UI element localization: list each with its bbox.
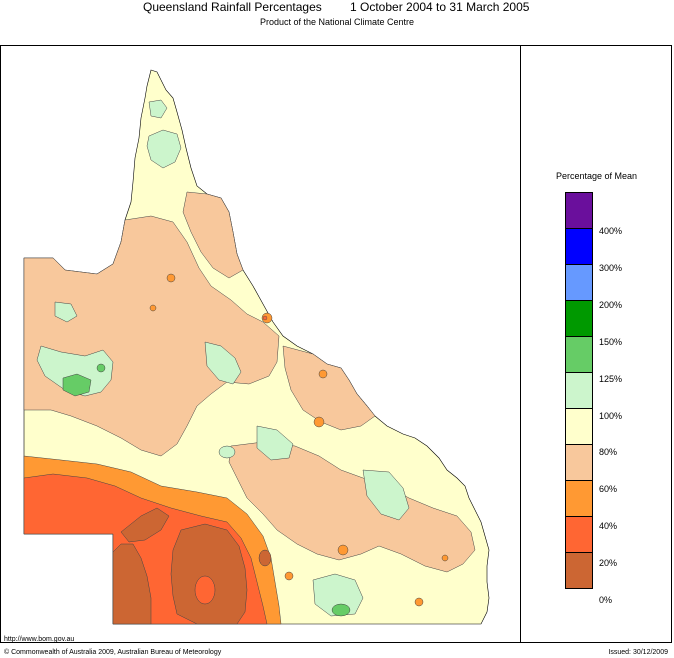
- legend-label: 200%: [599, 299, 623, 310]
- band-100-125-capeyork: [146, 129, 182, 169]
- legend-swatch: [565, 265, 593, 301]
- band-40-60-spot: [414, 597, 424, 607]
- map-title-row: Queensland Rainfall Percentages 1 Octobe…: [0, 0, 674, 14]
- legend-title: Percentage of Mean: [555, 171, 638, 181]
- legend-label: 80%: [599, 447, 618, 458]
- footer-copyright: © Commonwealth of Australia 2009, Austra…: [4, 649, 222, 656]
- band-20-40-spot: [262, 315, 268, 321]
- band-100-125-east: [362, 469, 410, 521]
- band-40-60-spot: [441, 554, 449, 562]
- band-0-20-centre: [170, 523, 248, 625]
- legend-swatch: [565, 229, 593, 265]
- legend-swatch: [565, 553, 593, 589]
- band-60-80-east: [282, 345, 376, 431]
- legend-swatch: [565, 373, 593, 409]
- legend-swatch: [565, 445, 593, 481]
- map-period: 1 October 2004 to 31 March 2005: [350, 0, 530, 14]
- legend-label: 0%: [599, 595, 613, 605]
- map-subtitle: Product of the National Climate Centre: [0, 17, 674, 27]
- map-subtitle-text: Product of the National Climate Centre: [259, 17, 415, 27]
- legend-label: 400%: [599, 226, 623, 236]
- legend-label: 100%: [599, 410, 623, 421]
- legend-label: 125%: [599, 373, 623, 384]
- legend-label: 300%: [599, 262, 623, 273]
- band-100-125-southeast: [312, 573, 364, 617]
- legend-label: 20%: [599, 558, 618, 569]
- band-100-125-patch: [218, 445, 236, 459]
- band-20-40-island: [194, 575, 216, 605]
- band-100-125-tip: [148, 99, 168, 119]
- legend-swatch: [565, 192, 593, 229]
- legend-swatch: [565, 517, 593, 553]
- band-60-80-west: [23, 215, 280, 457]
- band-100-125-west: [54, 301, 78, 323]
- map-frame: [0, 45, 672, 643]
- band-100-125-central: [204, 341, 242, 385]
- band-40-60-spot: [166, 273, 176, 283]
- queensland-rainfall-map: [23, 69, 490, 625]
- band-0-20-island-east: [258, 549, 272, 567]
- legend-swatch: [565, 409, 593, 445]
- band-40-60-spot: [318, 369, 328, 379]
- band-0-20-north: [120, 507, 170, 543]
- legend-divider: [520, 45, 521, 643]
- band-125-150-gulf: [62, 373, 92, 397]
- legend-label: 60%: [599, 484, 618, 495]
- legend-swatch: [565, 481, 593, 517]
- band-40-60-spot: [284, 571, 294, 581]
- band-40-60-spot: [313, 416, 325, 428]
- legend-label: 150%: [599, 336, 623, 347]
- band-100-125-central2: [256, 425, 294, 461]
- band-40-60-spot: [337, 544, 349, 556]
- band-125-150-small: [96, 363, 106, 373]
- legend-swatch: [565, 337, 593, 373]
- map-title: Queensland Rainfall Percentages: [143, 0, 322, 14]
- band-40-60-spot: [149, 304, 157, 312]
- band-125-150-southeast: [331, 603, 351, 617]
- band-60-80-north: [182, 191, 244, 279]
- legend-swatch: [565, 301, 593, 337]
- footer-url: http://www.bom.gov.au: [4, 636, 75, 643]
- band-100-125-gulf: [36, 345, 114, 397]
- footer-issued-date: Issued: 30/12/2009: [608, 649, 668, 656]
- legend-label: 40%: [599, 521, 618, 532]
- band-60-80-centre: [228, 441, 476, 573]
- band-0-20-west: [112, 543, 152, 625]
- legend-color-bar: [565, 192, 593, 589]
